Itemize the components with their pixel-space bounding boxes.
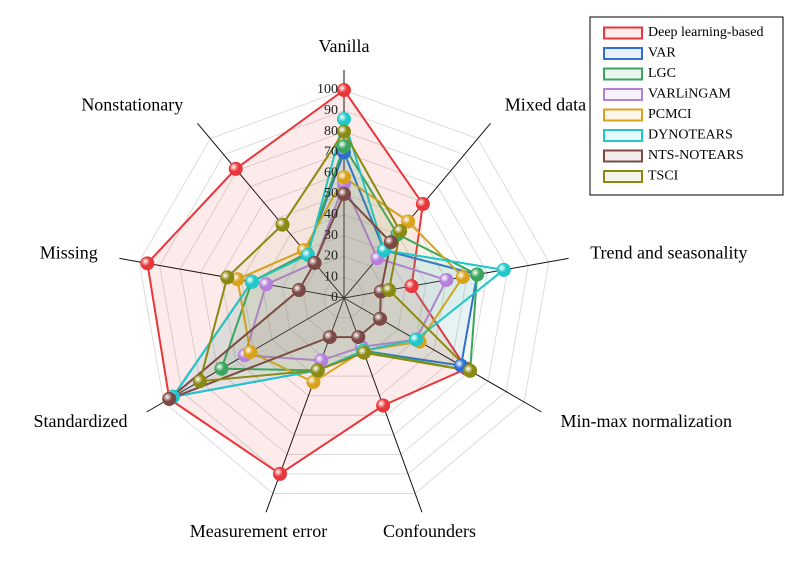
legend-text: LGC (648, 66, 676, 81)
series-area (198, 129, 474, 383)
series-layer (140, 83, 511, 481)
legend-text: VAR (648, 46, 676, 61)
data-point (337, 112, 351, 127)
legend-swatch (603, 26, 643, 40)
data-point (214, 361, 229, 376)
tick-label: 100 (317, 82, 338, 97)
legend-text: PCMCI (648, 107, 692, 122)
tick-label: 40 (324, 207, 338, 222)
data-point (404, 279, 419, 294)
axis-label: Confounders (383, 521, 476, 541)
legend-box (589, 16, 784, 196)
data-point (415, 196, 430, 211)
data-point (310, 363, 325, 378)
data-point (393, 224, 408, 239)
data-point (275, 217, 290, 232)
series-area (243, 180, 448, 362)
legend-text: DYNOTEARS (648, 128, 733, 143)
tick-label: 70 (324, 145, 338, 160)
data-point (401, 214, 416, 229)
data-point (496, 262, 511, 277)
legend-swatch (603, 149, 643, 163)
data-point (243, 345, 258, 360)
data-point (272, 466, 287, 481)
data-point (409, 332, 424, 347)
data-point (228, 161, 243, 176)
grid-ring (261, 214, 427, 377)
series-area (168, 192, 392, 400)
axis-label: Measurement error (190, 521, 327, 541)
legend-text: Deep learning-based (648, 25, 763, 40)
data-point (351, 330, 366, 345)
legend-swatch (603, 47, 643, 60)
legend-swatch (603, 108, 643, 122)
tick-label: 90 (324, 103, 338, 118)
tick-label: 20 (324, 249, 338, 264)
axis-label: Mixed data (505, 95, 586, 115)
data-point (162, 391, 177, 406)
data-point (307, 255, 322, 270)
grid-ring (200, 151, 488, 436)
data-point (220, 270, 235, 285)
axis-label: Vanilla (319, 36, 370, 56)
axis-label: Min-max normalization (561, 411, 732, 431)
legend-swatch (603, 129, 643, 142)
data-point (259, 277, 274, 292)
data-point (463, 363, 478, 378)
data-point (337, 83, 351, 97)
data-point (455, 270, 470, 285)
data-point (192, 374, 207, 389)
data-point (306, 375, 321, 390)
data-point (322, 330, 337, 345)
tick-label: 30 (324, 228, 338, 243)
axis-spoke (343, 123, 491, 299)
data-point (337, 139, 351, 154)
axis-label: Trend and seasonality (590, 243, 747, 263)
grid-ring (138, 89, 550, 494)
axis-label: Standardized (34, 411, 128, 431)
tick-label: 80 (324, 124, 338, 139)
legend-text: TSCI (648, 169, 679, 184)
grid-ring (282, 235, 406, 358)
tick-label: 10 (324, 269, 338, 284)
data-point (470, 267, 485, 282)
axis-label: Nonstationary (81, 95, 183, 115)
data-point (244, 274, 259, 289)
data-point (356, 345, 371, 360)
data-point (337, 124, 351, 139)
grid-ring (322, 276, 366, 319)
data-point (337, 187, 351, 201)
legend-text: NTS-NOTEARS (648, 148, 744, 163)
data-point (376, 398, 391, 413)
tick-label: 50 (324, 186, 338, 201)
axis-spoke (197, 123, 345, 299)
legend-text: VARLiNGAM (648, 87, 732, 102)
axis-label: Missing (40, 243, 98, 263)
data-point (373, 311, 388, 326)
grid-ring (159, 110, 529, 475)
data-point (383, 235, 398, 250)
data-point (439, 272, 454, 287)
tick-label: 60 (324, 165, 338, 180)
tick-label: 0 (331, 290, 338, 305)
data-point (140, 256, 155, 271)
grid-ring (220, 172, 468, 416)
data-point (337, 170, 351, 185)
data-point (291, 283, 306, 298)
grid-ring (179, 131, 509, 455)
legend-swatch (603, 170, 643, 183)
data-point (382, 283, 397, 298)
legend-swatch (603, 67, 643, 81)
legend-swatch (603, 88, 643, 101)
